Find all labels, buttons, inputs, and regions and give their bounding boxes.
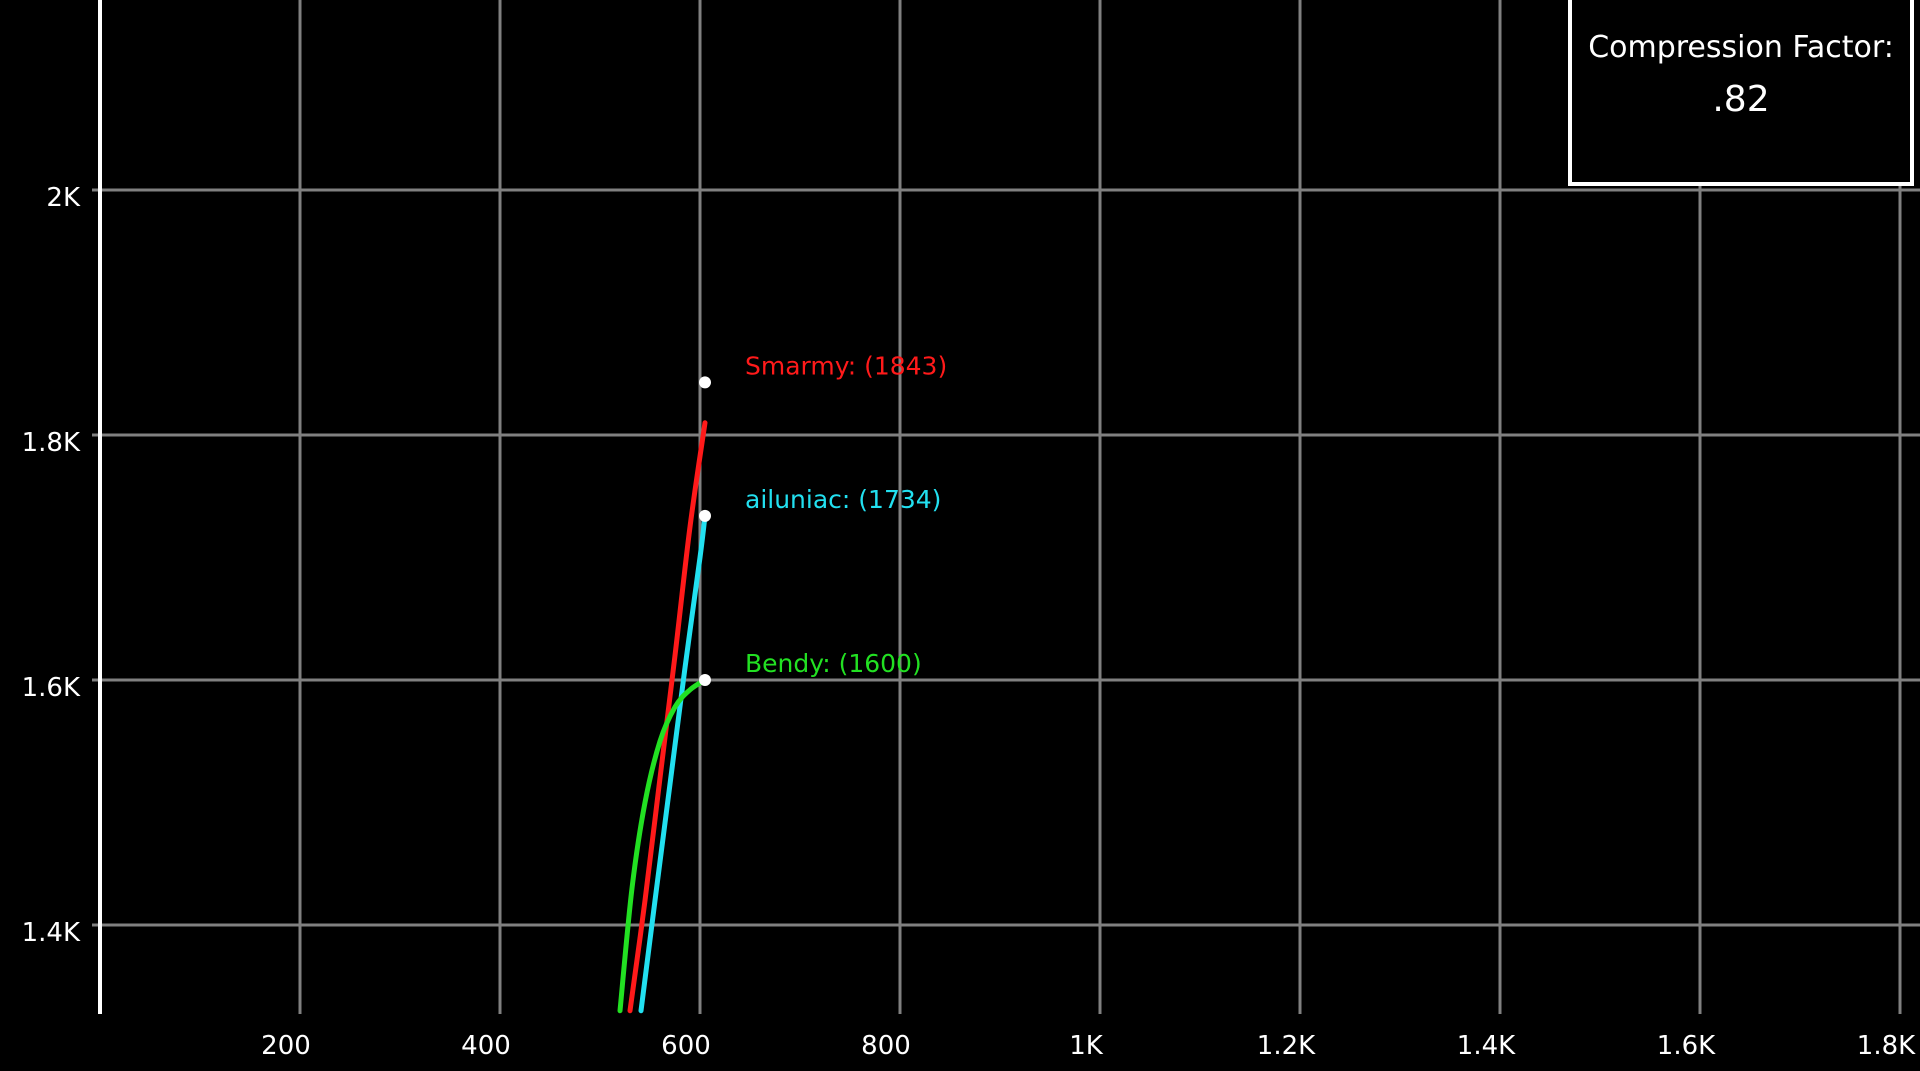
series-label-bendy: Bendy: (1600) — [745, 649, 922, 678]
compression-factor-title: Compression Factor: — [1588, 30, 1894, 65]
series-lines — [617, 420, 708, 1014]
compression-factor-box: Compression Factor: .82 — [1568, 0, 1914, 186]
x-tick-label: 800 — [861, 1031, 911, 1061]
x-tick-label: 1.4K — [1457, 1031, 1516, 1061]
x-tick-label: 200 — [261, 1031, 311, 1061]
series-label-ailuniac: ailuniac: (1734) — [745, 485, 941, 514]
series-endpoint-smarmy — [699, 376, 711, 389]
series-line-bendy — [617, 677, 708, 1014]
x-tick-label: 600 — [661, 1031, 711, 1061]
series-endpoint-ailuniac — [699, 509, 711, 522]
tick-labels: 200 400 600 800 1K 1.2K 1.4K 1.6K 1.8K 1.4K 1.6K 1.… — [22, 183, 1917, 1061]
series-line-ailuniac — [638, 513, 708, 1014]
x-tick-label: 1K — [1069, 1031, 1104, 1061]
y-tick-label: 1.4K — [22, 918, 81, 948]
x-tick-label: 1.8K — [1857, 1031, 1916, 1061]
series-endpoint-bendy — [699, 674, 711, 686]
series-label-smarmy: Smarmy: (1843) — [745, 351, 947, 380]
x-tick-label: 1.6K — [1657, 1031, 1716, 1061]
series-labels: Smarmy: (1843) ailuniac: (1734) Bendy: (16… — [745, 351, 947, 678]
x-tick-label: 1.2K — [1257, 1031, 1316, 1061]
y-tick-label: 1.6K — [22, 673, 81, 703]
series-endpoints — [699, 376, 711, 686]
grid-lines — [92, 0, 1920, 1014]
compression-factor-value: .82 — [1712, 79, 1770, 120]
x-tick-label: 400 — [461, 1031, 511, 1061]
y-tick-label: 2K — [46, 183, 81, 213]
y-tick-label: 1.8K — [22, 428, 81, 458]
